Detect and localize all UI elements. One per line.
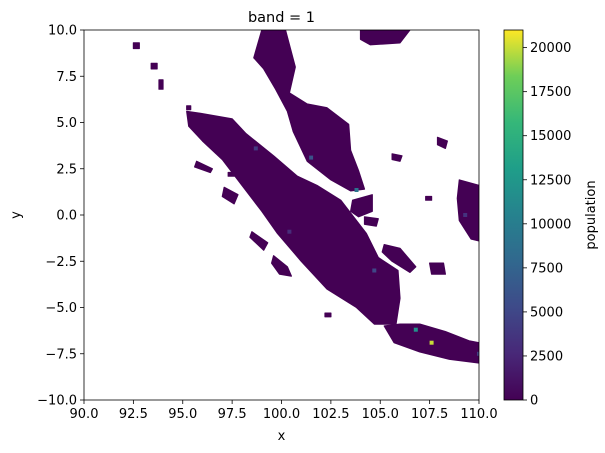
colorbar-gradient bbox=[504, 30, 523, 400]
colorbar-tick-label: 15000 bbox=[530, 129, 571, 144]
land-layer bbox=[132, 30, 479, 364]
population-hotspot bbox=[413, 327, 418, 332]
landmass-natuna bbox=[436, 136, 448, 149]
colorbar-tick-label: 17500 bbox=[530, 85, 571, 100]
x-tick-label: 100.0 bbox=[263, 407, 300, 422]
population-hotspot bbox=[477, 351, 479, 356]
population-hotspot bbox=[354, 188, 359, 192]
colorbar-label: population bbox=[584, 180, 599, 249]
population-hotspot bbox=[429, 340, 434, 345]
landmass-anambas bbox=[391, 153, 403, 162]
x-tick-label: 92.5 bbox=[119, 407, 148, 422]
y-tick-label: −5.0 bbox=[45, 301, 77, 316]
x-axis: 90.0 92.5 95.0 97.5 100.0 102.5 105.0 107.5 110.… bbox=[70, 400, 498, 422]
landmass-tambelan bbox=[425, 195, 433, 201]
y-tick-label: −2.5 bbox=[45, 255, 77, 270]
colorbar-tick-label: 0 bbox=[530, 394, 538, 409]
plot-area bbox=[83, 29, 480, 401]
landmass-nias bbox=[221, 186, 239, 205]
colorbar-tick-label: 10000 bbox=[530, 217, 571, 232]
x-tick-label: 102.5 bbox=[312, 407, 349, 422]
y-tick-label: −10.0 bbox=[37, 394, 77, 409]
y-tick-label: 2.5 bbox=[56, 162, 77, 177]
map-title: band = 1 bbox=[248, 10, 315, 26]
population-hotspot bbox=[253, 146, 258, 151]
x-tick-label: 110.0 bbox=[460, 407, 497, 422]
y-tick-label: −7.5 bbox=[45, 347, 77, 362]
landmass-bangka bbox=[381, 244, 417, 273]
population-hotspot bbox=[372, 268, 377, 273]
x-tick-label: 105.0 bbox=[362, 407, 399, 422]
y-axis-label: y bbox=[9, 211, 24, 219]
y-tick-label: 10.0 bbox=[48, 24, 77, 39]
colorbar-tick-label: 12500 bbox=[530, 173, 571, 188]
landmass-thailand-east bbox=[359, 30, 411, 46]
x-axis-label: x bbox=[278, 429, 286, 444]
colorbar-tick-label: 2500 bbox=[530, 349, 563, 364]
colorbar-tick-label: 5000 bbox=[530, 305, 563, 320]
landmass-enggano bbox=[324, 312, 332, 318]
landmass-nicobar-2 bbox=[158, 79, 164, 90]
x-tick-label: 107.5 bbox=[411, 407, 448, 422]
landmass-borneo bbox=[456, 179, 479, 242]
landmass-banyak bbox=[227, 171, 235, 177]
landmass-mentawai-2 bbox=[271, 255, 292, 277]
landmass-madura bbox=[474, 342, 479, 347]
x-tick-label: 97.5 bbox=[218, 407, 247, 422]
x-tick-label: 90.0 bbox=[70, 407, 99, 422]
y-tick-label: 5.0 bbox=[56, 116, 77, 131]
landmass-riau bbox=[350, 194, 373, 218]
landmass-nicobar-1 bbox=[150, 62, 158, 70]
colorbar-ticks: 0 2500 5000 7500 10000 12500 15000 17500 20000 bbox=[523, 41, 571, 409]
y-tick-label: 0.0 bbox=[56, 209, 77, 224]
colorbar: 0 2500 5000 7500 10000 12500 15000 17500 20000 p… bbox=[503, 29, 599, 409]
x-tick-label: 95.0 bbox=[168, 407, 197, 422]
landmass-simeulue bbox=[194, 160, 213, 174]
landmass-belitung bbox=[429, 262, 446, 275]
landmass-lingga bbox=[363, 216, 379, 227]
y-axis: 10.0 7.5 5.0 2.5 0.0 −2.5 −5.0 −7.5 −10.0 bbox=[37, 24, 84, 409]
hotspot-layer bbox=[253, 146, 479, 356]
colorbar-tick-label: 20000 bbox=[530, 41, 571, 56]
y-tick-label: 7.5 bbox=[56, 70, 77, 85]
landmass-malay-peninsula bbox=[253, 30, 366, 192]
landmass-mentawai-1 bbox=[249, 231, 269, 251]
population-hotspot bbox=[287, 229, 292, 234]
population-hotspot bbox=[309, 155, 314, 160]
landmass-sumatra bbox=[186, 110, 401, 325]
landmass-andaman-s bbox=[132, 42, 140, 50]
colorbar-tick-label: 7500 bbox=[530, 261, 563, 276]
landmass-weh bbox=[186, 105, 192, 111]
colorbar-frame bbox=[503, 29, 524, 401]
population-hotspot bbox=[463, 213, 468, 217]
